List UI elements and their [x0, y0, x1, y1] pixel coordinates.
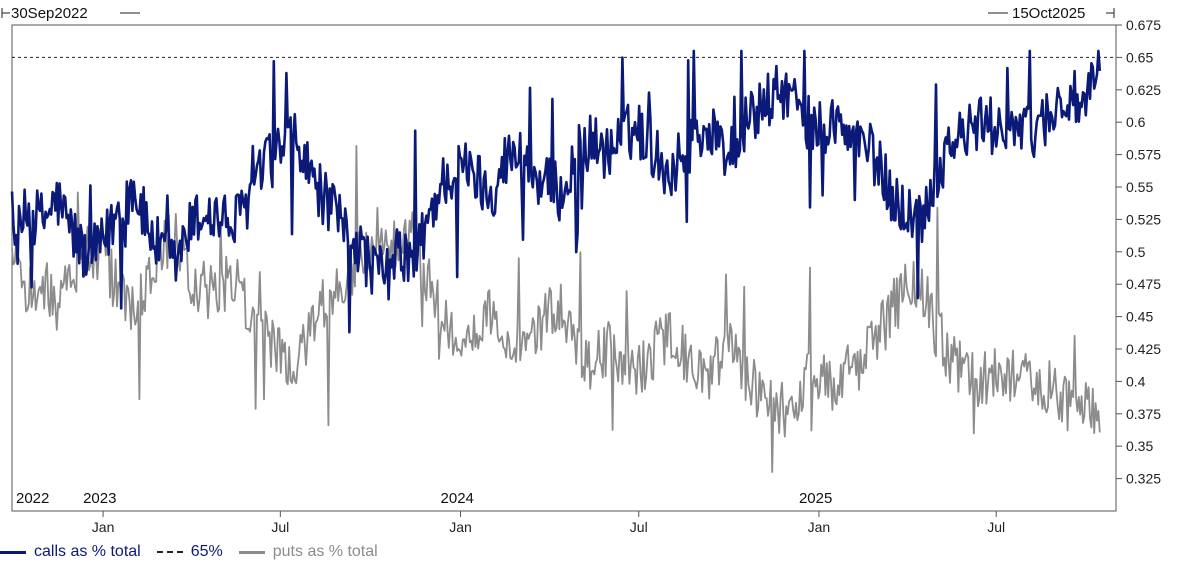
y-tick-label: 0.625	[1126, 82, 1161, 98]
y-tick-label: 0.45	[1126, 309, 1153, 325]
y-tick-label: 0.35	[1126, 438, 1153, 454]
x-tick-label: Jul	[271, 519, 289, 535]
y-tick-label: 0.325	[1126, 471, 1161, 487]
y-axis: 0.325 0.35 0.375 0.4 0.425 0.45 0.475 0.5 0.525 0…	[1116, 17, 1161, 487]
x-tick-label: Jan	[449, 519, 472, 535]
year-label: 2024	[441, 490, 474, 507]
y-tick-label: 0.6	[1126, 114, 1146, 130]
year-labels: 2022 2023 2024 2025	[16, 490, 832, 507]
year-label: 2025	[799, 490, 832, 507]
y-tick-label: 0.475	[1126, 276, 1161, 292]
legend-swatch-65	[156, 551, 183, 553]
legend-item-calls: calls as % total	[0, 543, 141, 561]
date-range-end: 15Oct2025	[988, 5, 1115, 22]
legend-label-65: 65%	[190, 543, 223, 560]
x-tick-label: Jan	[92, 519, 115, 535]
y-tick-label: 0.375	[1126, 406, 1161, 422]
date-range-start-label: 30Sep2022	[11, 5, 88, 22]
date-range-end-label: 15Oct2025	[1012, 5, 1085, 22]
y-tick-label: 0.4	[1126, 373, 1146, 389]
y-tick-label: 0.675	[1126, 17, 1161, 33]
series-line-calls	[10, 49, 1102, 334]
plot-frame	[11, 24, 1117, 512]
x-axis: Jan Jul Jan Jul Jan Jul	[92, 511, 1005, 535]
y-tick-label: 0.425	[1126, 341, 1161, 357]
legend-item-65: 65%	[156, 543, 223, 561]
legend-swatch-puts	[238, 550, 265, 554]
x-tick-label: Jul	[630, 519, 648, 535]
legend: calls as % total 65% puts as % total	[0, 540, 394, 564]
y-tick-label: 0.525	[1126, 211, 1161, 227]
y-tick-label: 0.575	[1126, 147, 1161, 163]
date-range-start: 30Sep2022	[1, 5, 140, 22]
y-tick-label: 0.5	[1126, 244, 1146, 260]
legend-item-puts: puts as % total	[238, 543, 378, 561]
y-tick-label: 0.55	[1126, 179, 1153, 195]
year-label: 2023	[83, 490, 116, 507]
y-tick-label: 0.65	[1126, 49, 1153, 65]
legend-swatch-calls	[0, 550, 26, 554]
year-label: 2022	[16, 490, 49, 507]
x-tick-label: Jul	[987, 519, 1005, 535]
x-tick-label: Jan	[808, 519, 831, 535]
series-layer	[10, 49, 1102, 473]
legend-label-puts: puts as % total	[272, 543, 378, 560]
legend-label-calls: calls as % total	[34, 543, 141, 560]
